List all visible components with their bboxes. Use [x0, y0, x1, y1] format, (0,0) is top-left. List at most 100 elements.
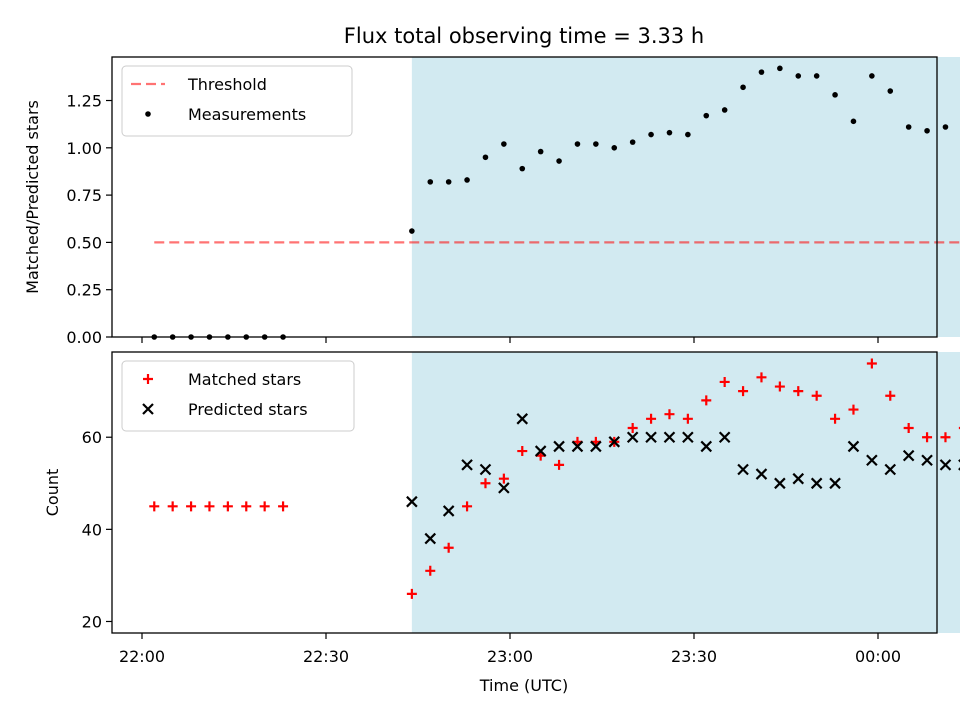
predicted-point: [461, 459, 473, 471]
matched-point: [756, 372, 767, 383]
series-measurements: [151, 65, 949, 340]
matched-point: [701, 395, 712, 406]
matched-point: [554, 459, 565, 470]
matched-point: [811, 390, 822, 401]
top-panel: 0.00 0.25 0.50 0.75 1.00 1.25 Matched/Predicte…: [23, 56, 960, 347]
x-tick-label: 22:00: [119, 647, 165, 666]
matched-point: [167, 501, 178, 512]
matched-point: [866, 358, 877, 369]
measurement-point: [427, 179, 434, 185]
predicted-point: [737, 463, 749, 476]
measurement-point: [464, 177, 470, 183]
measurement-point: [611, 145, 618, 151]
legend-label: Measurements: [188, 105, 306, 124]
y-axis-label: Matched/Predicted stars: [23, 100, 42, 294]
matched-point: [186, 501, 197, 512]
matched-point: [406, 588, 417, 599]
measurement-point: [905, 124, 912, 130]
predicted-point: [810, 477, 823, 490]
predicted-point: [866, 454, 878, 467]
predicted-point: [847, 440, 860, 453]
observing-span-shade: [411, 352, 960, 633]
predicted-point: [590, 440, 602, 453]
y-tick-label: 1.00: [66, 139, 102, 158]
y-tick-label: 1.25: [66, 92, 102, 111]
predicted-point: [792, 472, 805, 485]
y-tick-label: 20: [82, 612, 102, 631]
measurement-point: [850, 118, 857, 125]
matched-point: [259, 501, 270, 512]
matched-point: [149, 501, 160, 512]
predicted-point: [626, 431, 639, 443]
matched-point: [241, 501, 252, 512]
measurement-point: [887, 88, 894, 94]
bottom-panel: 204060Count22:0022:3023:0023:3000:0000:3…: [43, 351, 960, 666]
x-tick-label: 00:00: [855, 647, 901, 666]
y-tick-label: 0.00: [66, 328, 102, 347]
predicted-point: [663, 431, 676, 443]
x-tick-label: 23:00: [487, 647, 533, 666]
predicted-point: [718, 431, 731, 443]
matched-point: [443, 542, 454, 553]
predicted-point: [608, 436, 621, 448]
legend-box: [121, 65, 353, 137]
legend-measurement-swatch: [145, 111, 151, 117]
legend-predicted-swatch: [142, 403, 154, 415]
series-predicted-stars: [406, 413, 960, 545]
predicted-point: [774, 477, 786, 490]
measurement-point: [942, 124, 949, 130]
matched-point: [903, 423, 914, 434]
matched-point: [480, 478, 491, 489]
measurement-point: [758, 69, 765, 75]
matched-point: [627, 423, 638, 434]
y-tick-label: 0.50: [66, 233, 102, 252]
axes-frame: [111, 351, 938, 634]
measurement-point: [813, 73, 820, 79]
measurement-point: [519, 165, 526, 172]
predicted-point: [755, 468, 768, 480]
measurement-point: [721, 107, 728, 113]
predicted-point: [516, 413, 529, 425]
measurement-point: [924, 127, 930, 134]
legend-label: Matched stars: [188, 370, 301, 389]
predicted-point: [939, 459, 952, 471]
measurement-point: [685, 131, 691, 138]
predicted-point: [682, 431, 694, 443]
x-tick-label: 23:30: [671, 647, 717, 666]
predicted-point: [884, 463, 897, 476]
matched-point: [498, 473, 509, 484]
measurement-point: [629, 139, 636, 145]
matched-point: [940, 432, 951, 443]
predicted-point: [498, 482, 510, 494]
matched-point: [885, 390, 896, 401]
legend: Matched stars Predicted stars: [121, 360, 355, 432]
x-axis-label: Time (UTC): [479, 676, 568, 695]
legend-matched-swatch: [143, 374, 153, 384]
measurement-point: [666, 129, 673, 136]
predicted-point: [921, 454, 933, 467]
x-tick-label: 22:30: [303, 647, 349, 666]
measurement-point: [537, 148, 544, 155]
matched-point: [664, 409, 675, 420]
y-tick-label: 0.75: [66, 186, 102, 205]
predicted-point: [406, 495, 418, 508]
legend: Threshold Measurements: [121, 65, 353, 137]
measurement-point: [482, 154, 489, 161]
matched-point: [425, 565, 436, 576]
y-axis-label: Count: [43, 469, 62, 517]
measurement-point: [409, 228, 415, 234]
measurement-point: [501, 141, 507, 147]
y-tick-label: 0.25: [66, 281, 102, 300]
matched-point: [738, 386, 749, 397]
predicted-point: [700, 440, 713, 453]
measurement-point: [832, 92, 838, 98]
predicted-point: [534, 445, 547, 457]
y-tick-label: 40: [82, 520, 102, 539]
measurement-point: [869, 73, 875, 79]
matched-point: [204, 501, 215, 512]
legend-label: Threshold: [187, 75, 267, 94]
matched-point: [719, 376, 730, 387]
measurement-point: [445, 179, 452, 185]
predicted-point: [553, 440, 565, 453]
